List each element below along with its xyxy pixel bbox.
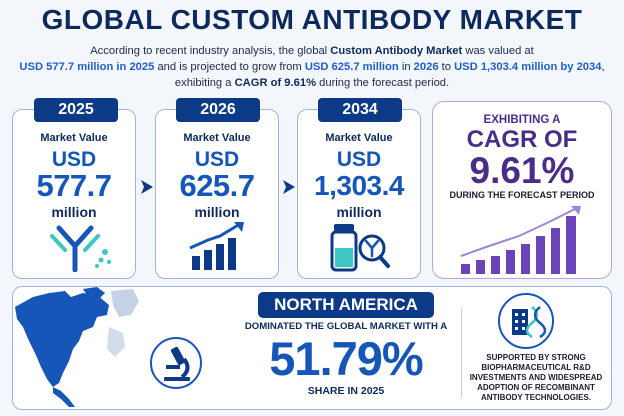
vial-antibody-icon [330, 224, 390, 272]
arrow-right-icon [141, 180, 153, 194]
unit-label: million [194, 204, 240, 220]
unit-label: million [51, 204, 97, 220]
year-badge-2026: 2026 [176, 98, 260, 122]
intro-text: According to recent industry analysis, t… [19, 45, 605, 89]
market-value: 577.7 [36, 168, 112, 203]
market-value: 1,303.4 [314, 170, 404, 201]
cagr-period: DURING THE FORECAST PERIOD [449, 190, 595, 200]
market-value: 625.7 [179, 168, 255, 203]
divider [461, 307, 462, 399]
biotech-building-icon [498, 293, 554, 349]
currency-label: USD [336, 148, 382, 171]
cagr-prefix: EXHIBITING A [483, 114, 561, 126]
arrow-right-icon [283, 180, 295, 194]
antibody-icon [50, 225, 111, 272]
market-value-label: Market Value [40, 132, 108, 144]
cagr-label: CAGR OF [466, 126, 578, 153]
page-title: GLOBAL CUSTOM ANTIBODY MARKET [41, 4, 583, 35]
market-card-2025: Market Value USD 577.7 million [12, 109, 136, 279]
north-america-map [15, 287, 139, 407]
share-year-label: SHARE IN 2025 [307, 385, 385, 397]
year-badge-2025: 2025 [34, 98, 118, 122]
market-value-label: Market Value [325, 132, 393, 144]
currency-label: USD [194, 148, 240, 171]
region-share-value: 51.79% [269, 332, 423, 385]
year-badge-2034: 2034 [318, 98, 402, 122]
market-card-2034: Market Value USD 1,303.4 million [297, 109, 421, 279]
market-value-label: Market Value [183, 132, 251, 144]
regional-panel: NORTH AMERICA DOMINATED THE GLOBAL MARKE… [12, 286, 612, 410]
cagr-card: EXHIBITING A CAGR OF 9.61% DURING THE FO… [432, 101, 612, 279]
cagr-growth-chart-icon [460, 206, 581, 274]
region-name: NORTH AMERICA [258, 292, 434, 318]
unit-label: million [336, 204, 382, 220]
dominated-text: DOMINATED THE GLOBAL MARKET WITH A [244, 321, 448, 332]
support-text: SUPPORTED BY STRONG BIOPHARMACEUTICAL R&… [469, 353, 603, 402]
microscope-icon [150, 337, 202, 389]
market-card-2026: Market Value USD 625.7 million [155, 109, 279, 279]
cagr-value: 9.61% [469, 150, 575, 191]
growth-chart-icon [189, 222, 244, 270]
currency-label: USD [51, 148, 97, 171]
